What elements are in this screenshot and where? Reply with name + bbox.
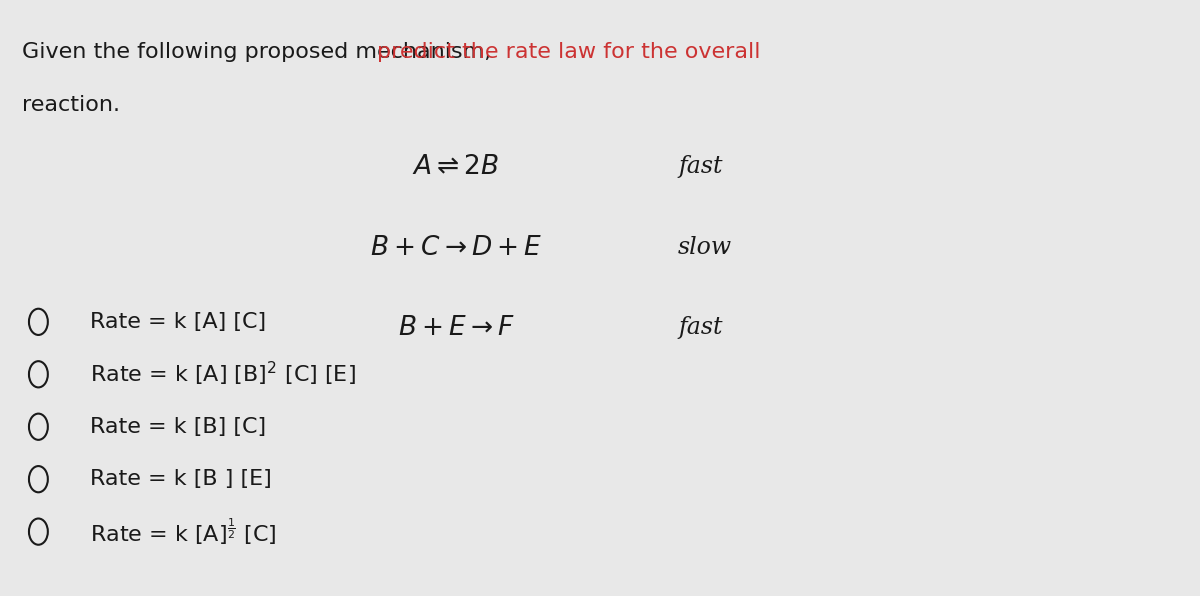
Text: predict the rate law for the overall: predict the rate law for the overall	[377, 42, 761, 62]
Text: $B + C \rightarrow D + E$: $B + C \rightarrow D + E$	[370, 235, 542, 260]
Text: $A \rightleftharpoons 2B$: $A \rightleftharpoons 2B$	[413, 154, 499, 179]
Text: Rate = k [B] [C]: Rate = k [B] [C]	[90, 417, 266, 437]
Text: $B + E \rightarrow F$: $B + E \rightarrow F$	[397, 315, 515, 340]
Text: Rate = k [A] [C]: Rate = k [A] [C]	[90, 312, 266, 332]
Text: Given the following proposed mechanism,: Given the following proposed mechanism,	[22, 42, 498, 62]
Text: Rate = k [A]$^{\frac{1}{2}}$ [C]: Rate = k [A]$^{\frac{1}{2}}$ [C]	[90, 516, 276, 547]
Text: fast: fast	[678, 316, 722, 339]
Text: Rate = k [A] [B]$^2$ [C] [E]: Rate = k [A] [B]$^2$ [C] [E]	[90, 360, 355, 389]
Text: reaction.: reaction.	[22, 95, 120, 116]
Text: Rate = k [B ] [E]: Rate = k [B ] [E]	[90, 469, 271, 489]
Text: slow: slow	[678, 236, 732, 259]
Text: fast: fast	[678, 156, 722, 178]
